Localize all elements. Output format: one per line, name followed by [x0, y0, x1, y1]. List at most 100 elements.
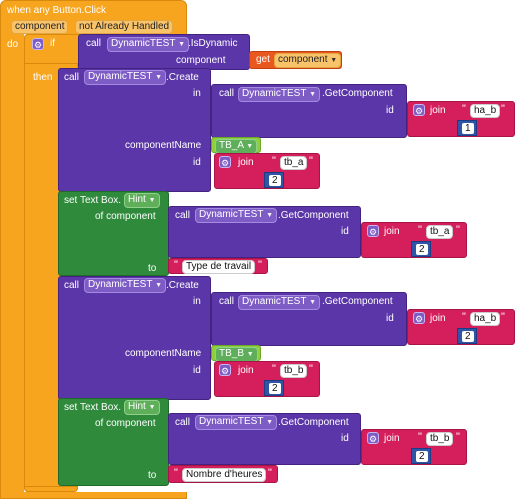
dropdown-arrow-icon: ▼	[266, 212, 273, 219]
method-label: .GetComponent	[322, 296, 393, 307]
method-label: .GetComponent	[278, 210, 349, 221]
var-dropdown[interactable]: component ▼	[274, 53, 342, 68]
join-label: join	[384, 433, 400, 444]
dropdown-arrow-icon: ▼	[148, 197, 156, 204]
component-dropdown[interactable]: DynamicTEST ▼	[107, 37, 189, 52]
component-dropdown[interactable]: DynamicTEST ▼	[195, 208, 277, 223]
setter-block-1[interactable]	[58, 191, 169, 276]
component-name: DynamicTEST	[88, 279, 153, 290]
quote-close-icon: "	[309, 155, 313, 167]
mutator-gear-icon[interactable]: ⚙	[367, 225, 379, 237]
arg-label: component	[176, 55, 226, 66]
call-label: call	[219, 88, 235, 99]
component-dropdown[interactable]: DynamicTEST ▼	[84, 278, 166, 293]
dropdown-arrow-icon: ▼	[148, 404, 156, 411]
number-block[interactable]: 2	[264, 172, 284, 188]
of-component-label: of component	[95, 211, 156, 222]
number-block[interactable]: 2	[411, 241, 431, 257]
dropdown-arrow-icon: ▼	[155, 74, 162, 81]
create-block-1[interactable]	[58, 68, 211, 192]
component-dropdown[interactable]: DynamicTEST ▼	[84, 70, 166, 85]
dropdown-arrow-icon: ▼	[155, 282, 162, 289]
component-name: DynamicTEST	[199, 209, 264, 220]
method-label: .GetComponent	[322, 88, 393, 99]
text-value[interactable]: tb_a	[426, 225, 454, 239]
number-block[interactable]: 2	[264, 380, 284, 396]
quote-open-icon: "	[174, 467, 178, 479]
method-label: .Create	[166, 280, 199, 291]
dropdown-arrow-icon: ▼	[246, 351, 254, 358]
component-name: DynamicTEST	[242, 296, 307, 307]
mutator-gear-icon[interactable]: ⚙	[32, 38, 44, 50]
quote-open-icon: "	[418, 224, 422, 236]
set-label: set Text Box.	[64, 195, 122, 206]
dropdown-arrow-icon: ▼	[178, 41, 185, 48]
number-block[interactable]: 1	[457, 120, 477, 136]
mutator-gear-icon[interactable]: ⚙	[219, 364, 231, 376]
event-title: when any Button.Click	[7, 5, 106, 16]
component-name: DynamicTEST	[111, 38, 176, 49]
get-label: get	[256, 54, 270, 65]
component-ref-dropdown[interactable]: TB_A ▼	[215, 139, 258, 154]
quote-close-icon: "	[268, 467, 272, 479]
mutator-gear-icon[interactable]: ⚙	[367, 432, 379, 444]
method-label: .Create	[166, 72, 199, 83]
quote-open-icon: "	[174, 259, 178, 271]
join-label: join	[430, 105, 446, 116]
quote-open-icon: "	[272, 155, 276, 167]
in-label: in	[193, 296, 201, 307]
id-label: id	[386, 313, 394, 324]
number-block[interactable]: 2	[411, 448, 431, 464]
dropdown-arrow-icon: ▼	[309, 91, 316, 98]
then-label: then	[33, 72, 53, 83]
component-dropdown[interactable]: DynamicTEST ▼	[238, 87, 320, 102]
set-label: set Text Box.	[64, 402, 122, 413]
mutator-gear-icon[interactable]: ⚙	[413, 104, 425, 116]
property-name: Hint	[128, 194, 146, 205]
number-value: 2	[462, 331, 474, 342]
quote-close-icon: "	[258, 259, 262, 271]
id-label: id	[386, 105, 394, 116]
number-block[interactable]: 2	[457, 328, 477, 344]
call-label: call	[64, 280, 80, 291]
id-label: id	[341, 433, 349, 444]
quote-close-icon: "	[456, 431, 460, 443]
component-dropdown[interactable]: DynamicTEST ▼	[195, 415, 277, 430]
component-name: DynamicTEST	[88, 71, 153, 82]
event-param-component[interactable]: component	[11, 20, 69, 34]
var-name: component	[278, 54, 328, 65]
text-value[interactable]: Nombre d'heures	[182, 468, 267, 482]
dropdown-arrow-icon: ▼	[246, 143, 254, 150]
quote-close-icon: "	[501, 103, 505, 115]
mutator-gear-icon[interactable]: ⚙	[413, 312, 425, 324]
create-block-2[interactable]	[58, 276, 211, 400]
text-value[interactable]: Type de travail	[182, 260, 256, 274]
to-label: to	[148, 263, 157, 274]
quote-close-icon: "	[309, 363, 313, 375]
property-dropdown[interactable]: Hint ▼	[124, 400, 160, 415]
number-value: 1	[462, 123, 474, 134]
text-value[interactable]: tb_b	[426, 432, 454, 446]
text-value[interactable]: ha_b	[470, 312, 501, 326]
text-value[interactable]: ha_b	[470, 104, 501, 118]
component-ref-name: TB_B	[219, 348, 245, 359]
text-value[interactable]: tb_b	[280, 364, 308, 378]
text-value[interactable]: tb_a	[280, 156, 308, 170]
method-label: .IsDynamic	[188, 38, 238, 49]
event-param-not-handled[interactable]: not Already Handled	[75, 20, 174, 34]
property-dropdown[interactable]: Hint ▼	[124, 193, 160, 208]
dropdown-arrow-icon: ▼	[266, 419, 273, 426]
id-label: id	[341, 226, 349, 237]
component-ref-dropdown[interactable]: TB_B ▼	[215, 347, 258, 362]
of-component-label: of component	[95, 418, 156, 429]
quote-open-icon: "	[272, 363, 276, 375]
in-label: in	[193, 88, 201, 99]
call-label: call	[86, 38, 102, 49]
component-ref-name: TB_A	[219, 140, 244, 151]
quote-close-icon: "	[501, 311, 505, 323]
mutator-gear-icon[interactable]: ⚙	[219, 156, 231, 168]
component-name: DynamicTEST	[199, 416, 264, 427]
join-label: join	[384, 226, 400, 237]
component-dropdown[interactable]: DynamicTEST ▼	[238, 295, 320, 310]
quote-close-icon: "	[456, 224, 460, 236]
